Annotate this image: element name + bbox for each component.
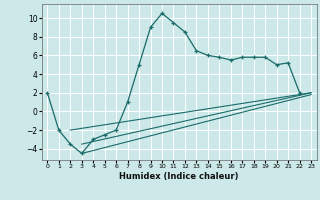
X-axis label: Humidex (Indice chaleur): Humidex (Indice chaleur)	[119, 172, 239, 181]
